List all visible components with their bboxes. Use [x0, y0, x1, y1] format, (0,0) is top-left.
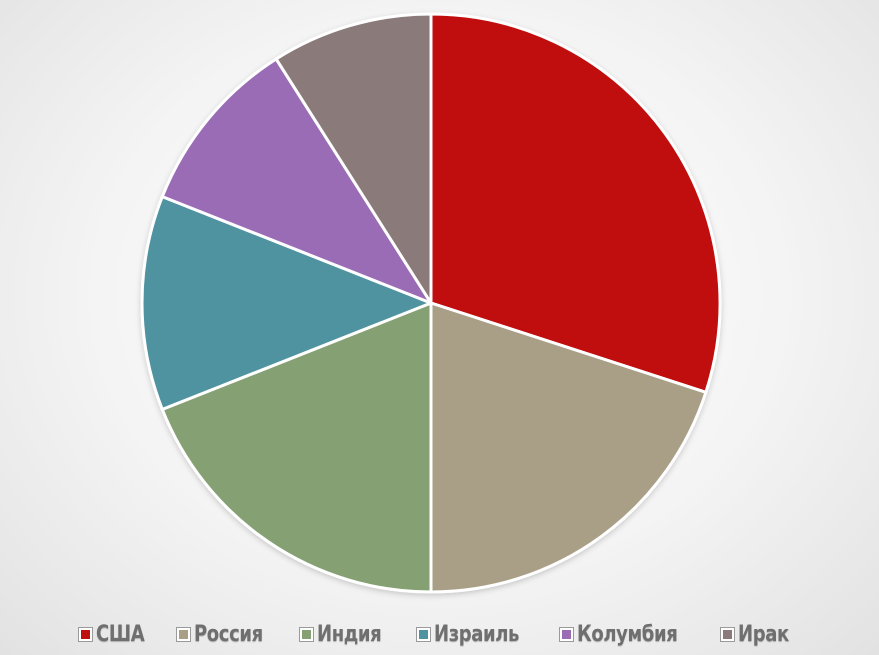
legend-item-5: Ирак: [721, 622, 800, 647]
pie-chart: [140, 12, 722, 594]
legend: США Россия Индия Израиль Колумбия Ирак: [0, 616, 879, 652]
legend-label: Израиль: [434, 621, 520, 647]
legend-swatch: [721, 627, 735, 641]
legend-item-0: США: [78, 621, 155, 647]
pie-slice-5: [274, 12, 433, 305]
legend-label: Колумбия: [576, 621, 678, 647]
legend-swatch: [176, 627, 190, 641]
legend-swatch: [299, 627, 313, 641]
pie-slice-0: [429, 12, 722, 394]
pie-slice-2: [160, 301, 433, 594]
legend-label: Индия: [316, 621, 382, 647]
legend-item-3: Израиль: [417, 622, 538, 647]
pie-slice-3: [140, 195, 433, 411]
pie-slices: [140, 12, 722, 594]
legend-label: Россия: [193, 621, 263, 647]
legend-swatch: [78, 627, 92, 641]
pie-svg: [140, 12, 722, 594]
legend-item-4: Колумбия: [559, 621, 699, 647]
legend-item-2: Индия: [299, 621, 395, 647]
legend-label: США: [95, 621, 145, 647]
legend-label: Ирак: [738, 621, 789, 647]
pie-slice-1: [429, 301, 708, 594]
pie-slice-4: [160, 57, 433, 305]
legend-swatch: [417, 627, 431, 641]
legend-swatch: [559, 627, 573, 641]
legend-item-1: Россия: [176, 621, 278, 647]
